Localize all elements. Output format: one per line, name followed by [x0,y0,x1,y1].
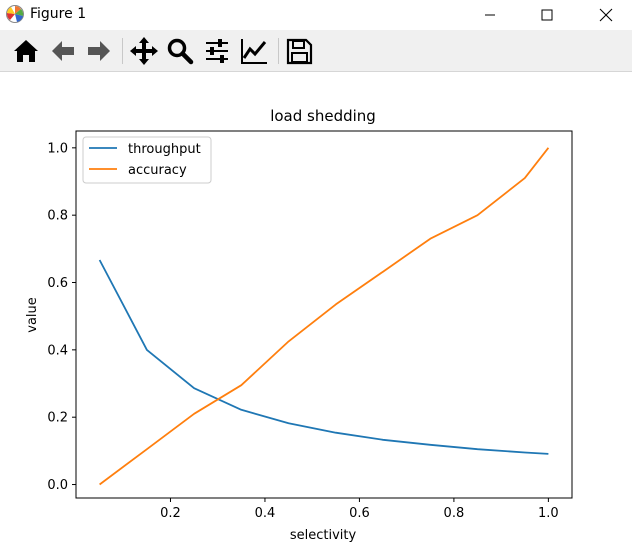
legend-label-accuracy: accuracy [128,163,187,178]
line-chart[interactable]: load shedding 0.2 0.4 0.6 0.8 1.0 0.00.20.40… [0,72,632,550]
x-axis: 0.2 0.4 0.6 0.8 1.0 [160,498,559,521]
chart-title: load shedding [270,107,376,125]
x-tick-label: 0.6 [349,506,370,521]
matplotlib-logo-icon [6,5,24,23]
x-axis-label: selectivity [290,528,357,543]
y-axis-label: value [25,297,40,333]
x-tick-label: 0.2 [160,506,181,521]
minimize-icon [485,14,495,16]
edit-axes-button[interactable] [238,35,270,67]
x-tick-label: 0.8 [444,506,465,521]
close-button[interactable] [584,0,628,30]
y-tick-label: 0.2 [47,411,68,426]
close-icon [599,8,613,22]
forward-button[interactable] [83,35,115,67]
home-icon [14,40,38,62]
y-tick-label: 1.0 [47,141,68,156]
x-tick-label: 0.4 [255,506,276,521]
zoom-button[interactable] [164,35,196,67]
pan-button[interactable] [128,35,160,67]
y-tick-label: 0.0 [47,478,68,493]
back-button[interactable] [47,35,79,67]
maximize-icon [541,9,553,21]
series-line-accuracy [99,147,550,486]
plot-area [75,130,573,499]
subplots-config-button[interactable] [201,35,233,67]
legend: throughput accuracy [82,136,212,184]
y-tick-label: 0.4 [47,343,68,358]
toolbar-separator [122,38,123,64]
save-button[interactable] [283,35,315,67]
x-tick-label: 1.0 [538,506,559,521]
y-tick-label: 0.8 [47,209,68,224]
pan-icon [130,37,158,65]
home-button[interactable] [10,35,42,67]
title-bar: Figure 1 [0,0,632,30]
zoom-icon [167,38,194,65]
y-axis: 0.0 0.2 0.4 0.6 0.8 1.0 [47,141,76,493]
series-lines [98,147,550,486]
toolbar-separator [278,38,279,64]
save-icon [286,38,313,65]
edit-axes-icon [241,39,267,64]
navigation-toolbar [0,30,632,72]
series-line-throughput [98,259,549,455]
y-tick-label: 0.6 [47,276,68,291]
maximize-button[interactable] [525,0,569,30]
back-arrow-icon [52,41,74,61]
subplots-config-icon [206,39,228,63]
legend-label-throughput: throughput [128,142,201,157]
window-title: Figure 1 [30,6,87,22]
figure-canvas[interactable]: load shedding 0.2 0.4 0.6 0.8 1.0 0.0 0.2 0.4 0… [0,72,632,550]
forward-arrow-icon [88,41,110,61]
minimize-button[interactable] [468,0,512,30]
